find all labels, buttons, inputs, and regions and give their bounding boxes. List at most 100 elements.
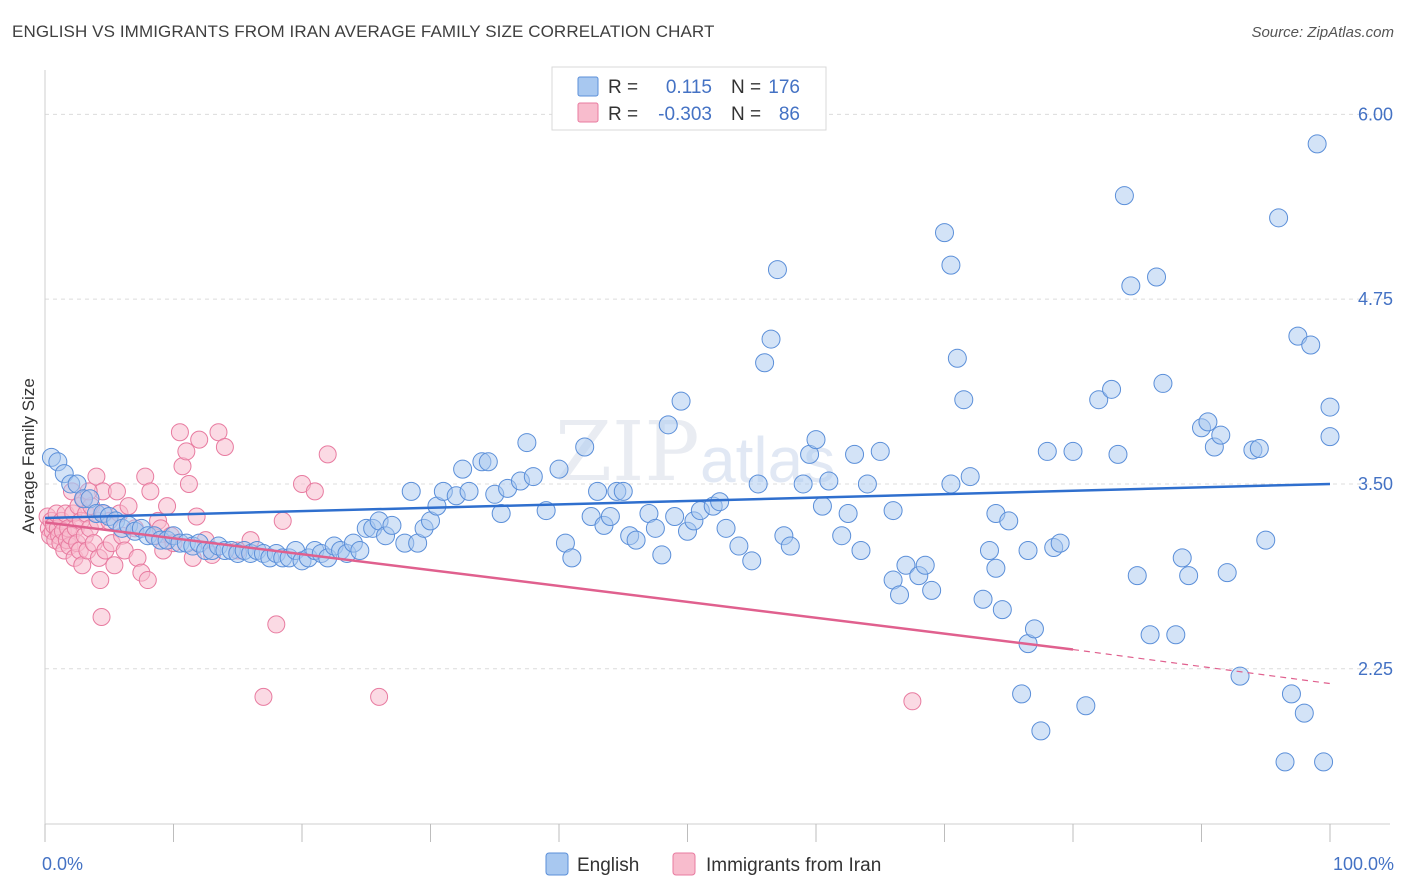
english-point [1211,425,1231,445]
iran-point [318,445,337,464]
english-point [890,585,910,605]
legend-iran-label: Immigrants from Iran [706,855,881,876]
english-point [453,459,473,479]
english-point [1275,752,1295,772]
english-point [517,433,537,453]
english-point [1018,540,1038,560]
iran-point [92,608,111,627]
iran-point [170,423,189,442]
legend-n-value-iran: 86 [779,104,800,125]
english-point [710,492,730,512]
english-point [992,600,1012,620]
english-point [1198,412,1218,432]
iran-point [179,474,198,493]
iran-point [273,511,292,530]
english-point [819,471,839,491]
english-point [523,467,543,487]
series-legend: English Immigrants from Iran [545,852,881,876]
legend-r-label-english: R = [608,77,638,98]
y-tick-label-0: 2.25 [1358,659,1393,679]
english-point [857,474,877,494]
iran-point [215,438,234,456]
english-point [999,511,1019,531]
english-point [780,536,800,556]
english-point [382,515,402,535]
legend-swatch-iran [577,102,599,123]
english-point [767,260,787,280]
iran-point [158,497,177,516]
english-point [588,481,608,501]
english-point [941,255,961,275]
english-point [986,558,1006,578]
english-point [947,348,967,368]
english-point [575,437,595,457]
english-point [1307,134,1327,154]
english-point [1012,684,1032,704]
english-point [652,545,672,565]
legend-english-label: English [577,855,639,876]
english-point [401,481,421,501]
english-point [1102,379,1122,399]
english-point [1294,703,1314,723]
english-point [742,551,762,571]
english-point [1230,666,1250,686]
legend-english-swatch [545,852,569,876]
iran-point [128,548,147,567]
english-point [1166,625,1186,645]
iran-trend-line [44,521,1074,651]
english-point [915,555,935,575]
english-point [832,526,852,546]
iran-point [107,482,126,501]
english-point [459,481,479,501]
english-point [806,430,826,450]
english-point [1249,438,1269,458]
english-point [350,540,370,560]
english-point [954,390,974,410]
iran-point [254,687,273,706]
english-point [973,589,993,609]
source-credit: Source: ZipAtlas.com [1251,24,1394,41]
legend-n-label-iran: N = [731,104,761,125]
iran-point [177,442,196,461]
iran-point [370,687,389,706]
english-point [1256,530,1276,550]
english-point [1147,267,1167,287]
tick-labels: 2.25 3.50 4.75 6.00 0.0% 100.0% [42,104,1394,874]
english-point [1140,625,1160,645]
english-point [1024,619,1044,639]
legend-swatch-english [577,76,599,97]
english-point [600,506,620,526]
english-point [1050,533,1070,553]
english-point [883,501,903,521]
chart-title: ENGLISH VS IMMIGRANTS FROM IRAN AVERAGE … [12,22,715,41]
english-point [1320,397,1340,417]
axes [44,70,1390,842]
iran-point [119,497,138,516]
english-point [1153,373,1173,393]
iran-point [91,571,110,590]
english-point [626,530,646,550]
english-point [761,329,781,349]
x-tick-label-0: 0.0% [42,854,83,874]
english-point [748,474,768,494]
legend-n-value-english: 176 [768,77,800,98]
x-tick-label-1: 100.0% [1333,854,1394,874]
english-point [716,518,736,538]
y-tick-label-2: 4.75 [1358,289,1393,309]
english-point [851,540,871,560]
legend-r-value-english: 0.115 [666,77,712,98]
english-point [1089,390,1109,410]
english-point [941,474,961,494]
iran-point [105,556,124,575]
english-point [729,536,749,556]
english-point [658,415,678,435]
iran-point [173,457,192,476]
english-point [1127,566,1147,586]
english-point [645,518,665,538]
iran-point [267,615,286,634]
english-point [793,474,813,494]
english-point [1217,563,1237,583]
english-point [1314,752,1334,772]
english-point [812,496,832,516]
